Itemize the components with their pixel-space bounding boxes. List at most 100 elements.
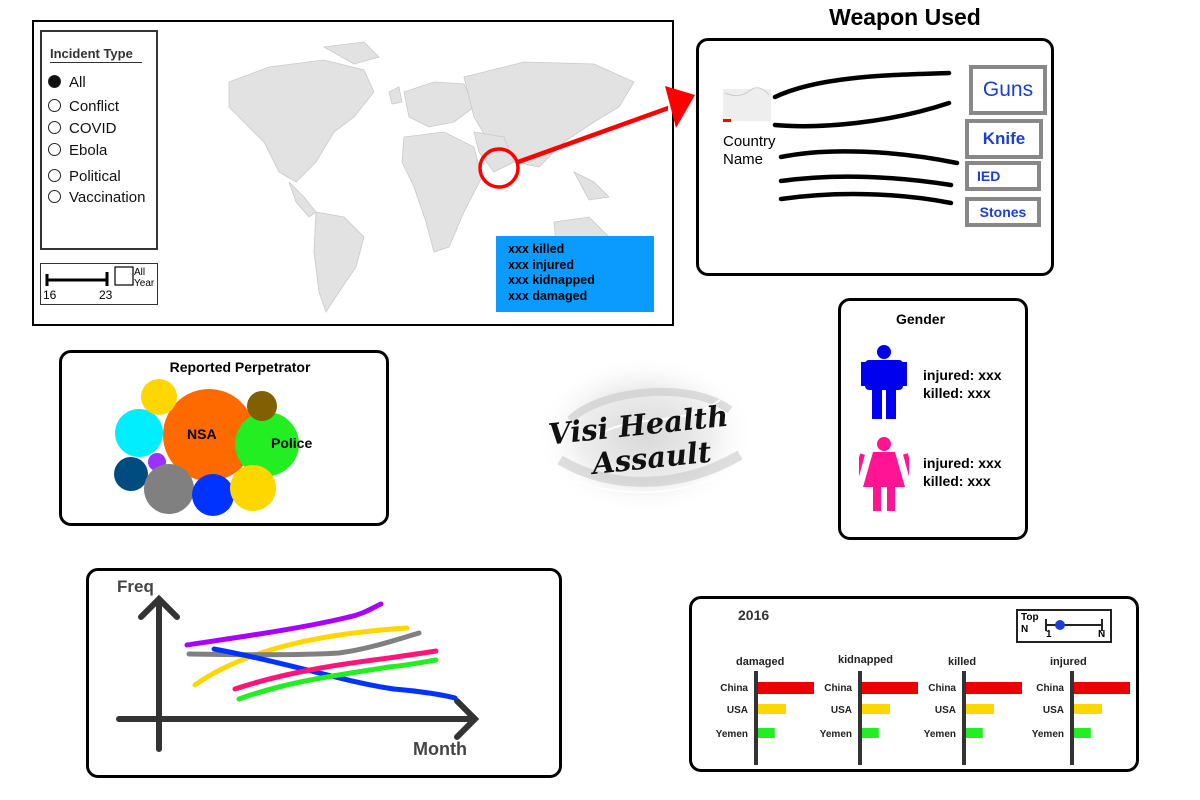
radio-button[interactable] — [48, 121, 61, 134]
year-min-label: 16 — [43, 288, 57, 302]
perpetrator-bubble[interactable] — [114, 457, 148, 491]
incident-type-option[interactable]: COVID — [48, 120, 117, 140]
bar-category-label: China — [720, 683, 748, 694]
incident-type-option[interactable]: Ebola — [48, 142, 107, 162]
bar-category-label: Yemen — [1032, 729, 1064, 740]
bar-category-label: Yemen — [716, 729, 748, 740]
radio-button[interactable] — [48, 143, 61, 156]
perpetrator-bubble[interactable] — [247, 391, 277, 421]
bar-category-label: USA — [1043, 705, 1064, 716]
country-flag-icon — [723, 89, 771, 121]
bar-killed-yemen[interactable] — [966, 728, 983, 738]
all-year-checkbox — [114, 266, 134, 286]
country-name-label: Country Name — [723, 133, 776, 168]
bar-group-title: injured — [1050, 656, 1087, 668]
perpetrator-bubble[interactable] — [144, 464, 194, 514]
bar-killed-china[interactable] — [966, 682, 1022, 694]
month-axis-label: Month — [413, 739, 467, 759]
bar-injured-yemen[interactable] — [1074, 728, 1091, 738]
incident-type-option[interactable]: Conflict — [48, 98, 119, 118]
bar-kidnapped-yemen[interactable] — [862, 728, 879, 738]
top-n-label: Top N — [1021, 612, 1039, 635]
bar-category-label: China — [1036, 683, 1064, 694]
perpetrator-bubble[interactable] — [163, 389, 255, 481]
incident-type-label: Political — [69, 168, 121, 185]
weapon-used-panel: Country Name Guns Knife IED Stones — [696, 38, 1054, 276]
series-line-blue — [211, 646, 458, 701]
arrow-head-icon — [665, 86, 695, 128]
bar-group-title: kidnapped — [838, 654, 893, 666]
perpetrator-bubble-chart — [114, 379, 299, 516]
top-n-track — [1045, 619, 1103, 631]
bar-category-label: China — [928, 683, 956, 694]
weapon-knife-button[interactable]: Knife — [965, 119, 1043, 159]
bar-chart: damaged China USA Yemen kidnapped China USA Yem… — [716, 654, 1130, 765]
incident-type-label: Ebola — [69, 142, 108, 159]
freq-axis-label: Freq — [117, 577, 154, 596]
gender-title: Gender — [896, 311, 946, 327]
male-icon — [861, 345, 907, 419]
stat-damaged: xxx damaged — [508, 288, 588, 303]
perpetrator-bubble[interactable] — [235, 412, 299, 476]
incident-type-title: Incident Type — [50, 46, 142, 63]
reported-perpetrator-title: Reported Perpetrator — [169, 359, 311, 375]
radio-button[interactable] — [48, 190, 61, 203]
incident-type-label: COVID — [69, 120, 117, 137]
perpetrator-bubble[interactable] — [230, 465, 276, 511]
bar-category-label: USA — [935, 705, 956, 716]
bar-damaged-usa[interactable] — [758, 704, 786, 714]
bar-chart-year: 2016 — [738, 607, 770, 623]
bar-category-label: Yemen — [924, 729, 956, 740]
stat-kidnapped: xxx kidnapped — [508, 273, 595, 287]
series-line-purple — [184, 601, 384, 648]
incident-stats-box: xxx killed xxx injured xxx kidnapped xxx… — [496, 236, 654, 312]
bar-injured-china[interactable] — [1074, 682, 1130, 694]
stat-injured: xxx injured — [508, 257, 574, 272]
weapon-stones-button[interactable]: Stones — [965, 197, 1041, 227]
bar-kidnapped-usa[interactable] — [862, 704, 890, 714]
year-slider-box: 16 23 All Year — [40, 263, 158, 305]
bubble-label-nsa: NSA — [187, 426, 217, 442]
radio-button[interactable] — [48, 75, 61, 88]
top-n-max: N — [1098, 629, 1106, 640]
incident-type-option[interactable]: All — [48, 74, 86, 94]
incident-type-option[interactable]: Vaccination — [48, 189, 145, 209]
incident-type-option[interactable]: Political — [48, 168, 121, 188]
incident-type-label: Vaccination — [69, 189, 146, 206]
series-line-green — [236, 657, 439, 702]
top-n-min: 1 — [1046, 629, 1052, 640]
perpetrator-bubble[interactable] — [192, 474, 234, 516]
bar-category-label: Yemen — [820, 729, 852, 740]
weapon-used-title: Weapon Used — [829, 4, 981, 30]
all-year-label: All Year — [134, 267, 155, 289]
bar-group-title: damaged — [736, 656, 784, 668]
top-n-slider[interactable]: Top N 1 N — [1016, 609, 1112, 643]
stat-killed: xxx killed — [508, 242, 565, 256]
perpetrator-bubble[interactable] — [141, 379, 177, 415]
series-line-yellow — [192, 625, 410, 688]
female-icon — [859, 437, 909, 511]
radio-button[interactable] — [48, 99, 61, 112]
weapon-ied-button[interactable]: IED — [965, 161, 1041, 191]
bar-killed-usa[interactable] — [966, 704, 994, 714]
series-line-pink — [232, 648, 439, 692]
bubble-label-police: Police — [271, 435, 313, 451]
incident-type-label: All — [69, 74, 86, 91]
visi-health-assault-logo — [535, 355, 755, 515]
bar-damaged-china[interactable] — [758, 682, 814, 694]
year-slider[interactable] — [41, 264, 157, 304]
radio-button[interactable] — [48, 169, 61, 182]
bar-category-label: USA — [831, 705, 852, 716]
top-n-handle — [1055, 620, 1065, 630]
bar-group-title: killed — [948, 656, 976, 668]
gender-panel: Gender injured: xxx killed: xxx injured:… — [838, 298, 1028, 540]
bar-injured-usa[interactable] — [1074, 704, 1102, 714]
bar-damaged-yemen[interactable] — [758, 728, 775, 738]
year-max-label: 23 — [99, 288, 113, 302]
weapon-guns-button[interactable]: Guns — [969, 65, 1047, 115]
bar-kidnapped-china[interactable] — [862, 682, 918, 694]
incident-type-label: Conflict — [69, 98, 120, 115]
perpetrator-bubble[interactable] — [115, 409, 163, 457]
axes — [116, 594, 480, 752]
bar-category-label: China — [824, 683, 852, 694]
